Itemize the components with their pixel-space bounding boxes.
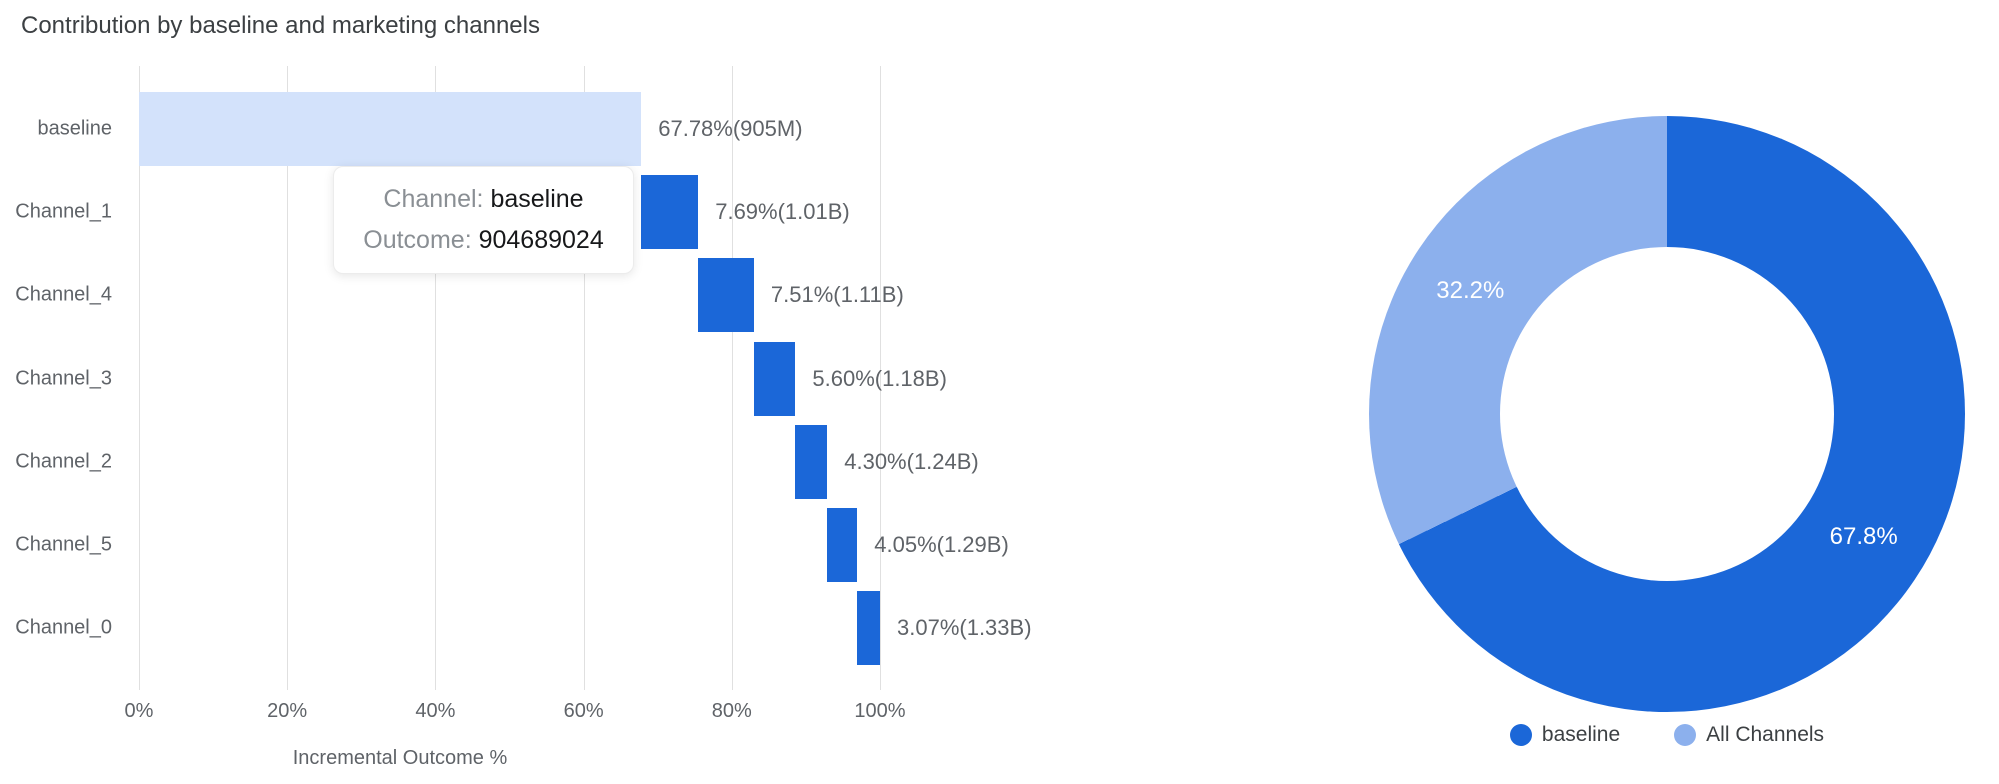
slice-label-baseline: 67.8% [1829, 523, 1898, 551]
waterfall-plot: 67.78%(905M) 7.69%(1.01B) 7.51%(1.11B) 5.60… [139, 66, 1032, 690]
x-tick-80: 80% [711, 700, 752, 722]
page-title: Contribution by baseline and marketing c… [21, 12, 540, 39]
x-tick-0: 0% [124, 700, 154, 722]
chart-tooltip: Channel: baseline Outcome: 904689024 [333, 166, 634, 274]
category-label-channel-0: Channel_0 [15, 616, 112, 639]
gridline-0 [139, 66, 140, 690]
category-label-channel-5: Channel_5 [15, 533, 112, 556]
x-tick-40: 40% [415, 700, 456, 722]
bar-baseline[interactable] [139, 91, 642, 166]
category-label-channel-2: Channel_2 [15, 450, 112, 473]
value-label-channel-4: 7.51%(1.11B) [770, 282, 904, 308]
gridline-20 [287, 66, 289, 690]
slice-label-all-channels: 32.2% [1436, 276, 1505, 304]
value-label-channel-0: 3.07%(1.33B) [897, 615, 1032, 641]
gridline-60 [583, 66, 585, 690]
value-label-baseline: 67.78%(905M) [658, 115, 803, 141]
bar-channel-2[interactable] [795, 424, 828, 499]
legend-label-all-channels: All Channels [1706, 723, 1825, 746]
legend-swatch-all-channels [1674, 724, 1697, 746]
tooltip-channel-row: Channel: baseline [383, 179, 583, 220]
tooltip-channel-value: baseline [490, 185, 584, 213]
tooltip-outcome-value: 904689024 [478, 226, 604, 254]
gridline-80 [731, 66, 733, 690]
bar-channel-4[interactable] [698, 258, 754, 333]
legend-label-baseline: baseline [1541, 723, 1621, 746]
gridline-100 [880, 66, 881, 690]
x-tick-100: 100% [854, 700, 906, 722]
category-label-baseline: baseline [37, 117, 112, 140]
x-tick-60: 60% [563, 700, 604, 722]
gridline-40 [435, 66, 437, 690]
legend-swatch-baseline [1509, 724, 1532, 746]
tooltip-channel-label: Channel: [383, 185, 484, 213]
value-label-channel-3: 5.60%(1.18B) [812, 365, 947, 391]
donut-hole [1500, 247, 1834, 581]
value-label-channel-2: 4.30%(1.24B) [844, 448, 979, 474]
donut-ring[interactable]: 67.8% 32.2% [1369, 116, 1965, 712]
bar-channel-3[interactable] [753, 341, 796, 416]
value-label-channel-5: 4.05%(1.29B) [874, 532, 1009, 558]
value-label-channel-1: 7.69%(1.01B) [715, 198, 850, 224]
legend-item-all-channels[interactable]: All Channels [1674, 723, 1824, 747]
x-tick-20: 20% [267, 700, 308, 722]
category-label-channel-3: Channel_3 [15, 367, 112, 390]
tooltip-outcome-label: Outcome: [363, 226, 472, 254]
donut-legend: baseline All Channels [1369, 723, 1965, 747]
category-label-channel-1: Channel_1 [15, 200, 112, 223]
x-axis-title: Incremental Outcome % [292, 747, 508, 769]
category-label-channel-4: Channel_4 [15, 283, 112, 306]
bar-channel-0[interactable] [857, 591, 880, 666]
bar-channel-5[interactable] [827, 508, 858, 583]
bar-channel-1[interactable] [641, 174, 699, 249]
legend-item-baseline[interactable]: baseline [1509, 723, 1621, 747]
tooltip-outcome-row: Outcome: 904689024 [363, 220, 603, 261]
